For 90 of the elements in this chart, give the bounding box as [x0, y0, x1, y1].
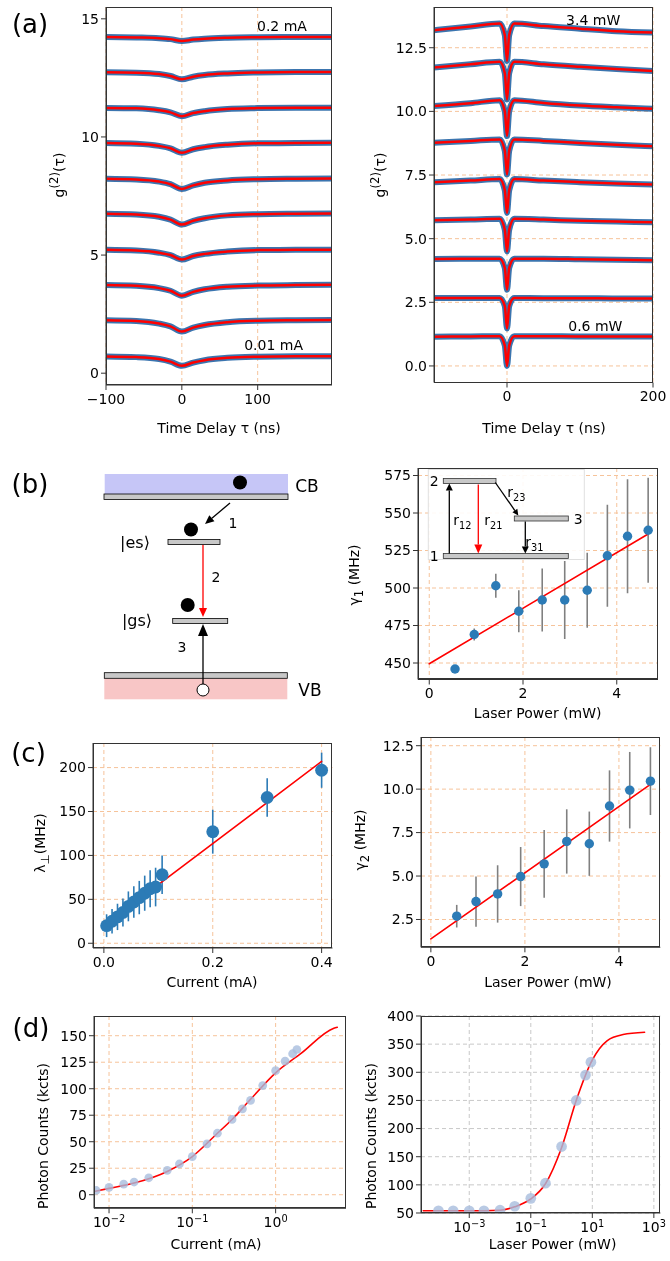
y-tick-label: 250: [387, 1092, 414, 1109]
y-tick-label: 10: [81, 128, 99, 145]
y-tick-label: 500: [383, 579, 411, 596]
annotation: r$_{12}$: [452, 511, 472, 530]
y-tick-label: 450: [383, 654, 411, 671]
y-tick-label: 200: [387, 1120, 414, 1137]
annotation: r$_{23}$: [506, 483, 526, 502]
y-axis-title: Photon Counts (kcts): [35, 1062, 51, 1210]
y-tick-label: 5.0: [391, 867, 414, 884]
y-tick-label: 50: [69, 1133, 87, 1150]
y-tick-label: 0: [78, 1186, 87, 1203]
y-tick-label: 0: [90, 365, 99, 382]
y-tick-label: 25: [69, 1160, 87, 1177]
y-tick-label: 475: [383, 616, 411, 633]
y-tick-label: 300: [387, 1064, 414, 1081]
y-tick-label: 125: [60, 1054, 87, 1071]
y-tick-label: 10.0: [395, 103, 427, 120]
x-axis-title: Laser Power (mW): [473, 705, 602, 721]
y-tick-label: 12.5: [382, 737, 414, 754]
y-tick-label: 7.5: [391, 824, 414, 841]
annotation: 2: [429, 472, 439, 489]
x-axis-title: Current (mA): [166, 974, 258, 991]
y-tick-label: 12.5: [395, 39, 427, 56]
text: |gs⟩: [121, 610, 153, 630]
x-tick-label: 2: [520, 952, 530, 969]
text: (c): [10, 738, 46, 768]
y-tick-label: 2.5: [404, 294, 427, 311]
x-tick-label: 10$^{0}$: [263, 1212, 288, 1231]
text: CB: [295, 476, 319, 496]
y-tick-label: 350: [387, 1036, 414, 1053]
x-axis-title: Time Delay τ (ns): [157, 420, 281, 436]
annotation: 1: [429, 547, 439, 564]
x-tick-label: 10$^{1}$: [580, 1217, 605, 1236]
x-tick-label: 4: [611, 684, 621, 701]
annotation: 3.4 mW: [566, 12, 621, 29]
x-tick-label: −100: [86, 390, 126, 407]
y-tick-label: 150: [387, 1148, 414, 1165]
y-tick-label: 7.5: [404, 166, 427, 183]
y-tick-label: 15: [81, 10, 99, 27]
x-axis-title: Laser Power (mW): [484, 974, 612, 991]
y-tick-label: 0: [76, 935, 86, 952]
annotation: r$_{31}$: [524, 533, 544, 553]
y-tick-label: 400: [387, 1008, 414, 1025]
y-tick-label: 50: [396, 1205, 414, 1222]
annotation: 3: [573, 510, 583, 526]
text: 1: [228, 515, 238, 531]
y-tick-label: 200: [58, 759, 86, 776]
y-tick-label: 100: [60, 1080, 87, 1097]
y-tick-label: 150: [58, 803, 86, 820]
x-tick-label: 100: [244, 390, 272, 407]
x-tick-label: 0.4: [309, 954, 333, 971]
x-tick-label: 10$^{3}$: [641, 1217, 666, 1236]
text: (d): [12, 1012, 50, 1043]
y-tick-label: 575: [383, 466, 411, 483]
y-tick-label: 5.0: [404, 230, 427, 247]
y-tick-label: 100: [387, 1176, 414, 1193]
x-tick-label: 2: [518, 684, 528, 701]
annotation: 0.2 mA: [256, 18, 308, 34]
text: 2: [211, 569, 221, 585]
y-tick-label: 50: [67, 891, 86, 908]
x-tick-label: 0: [177, 390, 187, 407]
text: VB: [298, 680, 322, 700]
annotation: r$_{21}$: [483, 511, 503, 530]
text: 3: [177, 639, 187, 655]
x-tick-label: 10$^{−1}$: [176, 1212, 209, 1231]
text: (a): [11, 9, 49, 39]
y-tick-label: 525: [383, 541, 411, 558]
x-tick-label: 10$^{−1}$: [514, 1217, 547, 1236]
x-tick-label: 10$^{−3}$: [453, 1217, 486, 1236]
x-tick-label: 10$^{−2}$: [92, 1212, 126, 1231]
x-tick-label: 0.2: [201, 954, 224, 971]
x-axis-title: Laser Power (mW): [488, 1235, 617, 1252]
x-tick-label: 200: [639, 388, 667, 405]
x-tick-label: 0: [502, 388, 512, 405]
y-tick-label: 75: [69, 1107, 87, 1124]
annotation: 0.01 mA: [244, 337, 304, 354]
x-tick-label: 4: [614, 952, 624, 969]
text: (b): [11, 469, 49, 499]
y-tick-label: 150: [60, 1027, 87, 1044]
y-tick-label: 100: [58, 847, 86, 864]
y-tick-label: 0.0: [404, 357, 427, 374]
x-axis-title: Time Delay τ (ns): [482, 420, 606, 436]
y-axis-title: Photon Counts (kcts): [363, 1062, 379, 1210]
y-tick-label: 550: [383, 504, 411, 521]
x-axis-title: Current (mA): [170, 1235, 262, 1252]
text: |es⟩: [120, 532, 150, 552]
y-tick-label: 5: [90, 246, 99, 263]
annotation: 0.6 mW: [568, 317, 623, 334]
y-tick-label: 2.5: [391, 911, 414, 928]
y-tick-label: 10.0: [382, 780, 414, 797]
